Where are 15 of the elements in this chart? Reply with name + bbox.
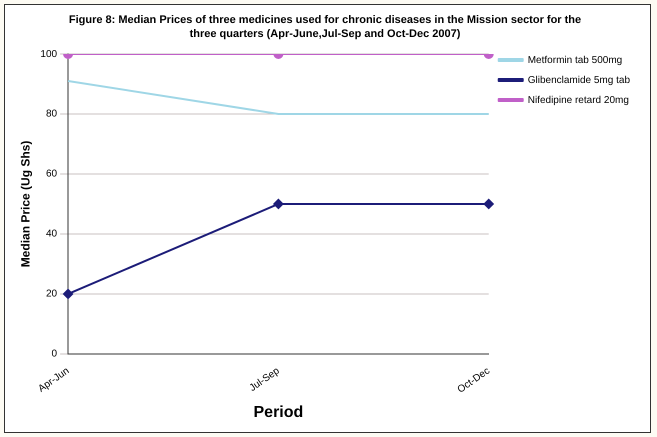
y-axis-title: Median Price (Ug Shs)	[18, 140, 33, 268]
chart-title: Figure 8: Median Prices of three medicines used for chronic diseases in the Mission sector for the three quarters (Apr-June,Jul-Sep and Oct-Dec 2007)	[68, 13, 582, 41]
y-tick-label: 40	[46, 228, 58, 240]
y-tick-label: 80	[46, 108, 58, 120]
y-tick-label: 60	[46, 168, 58, 180]
x-axis-title: Period	[254, 404, 304, 421]
point	[273, 198, 284, 209]
legend-label: Glibenclamide 5mg tab	[528, 74, 630, 86]
y-tick-label: 0	[52, 348, 58, 360]
point	[63, 288, 74, 299]
y-tick-label: 100	[40, 48, 58, 60]
y-tick-label: 20	[46, 288, 58, 300]
legend-label: Nifedipine retard 20mg	[528, 94, 629, 106]
legend-label: Metformin tab 500mg	[528, 54, 622, 66]
point	[484, 198, 494, 209]
